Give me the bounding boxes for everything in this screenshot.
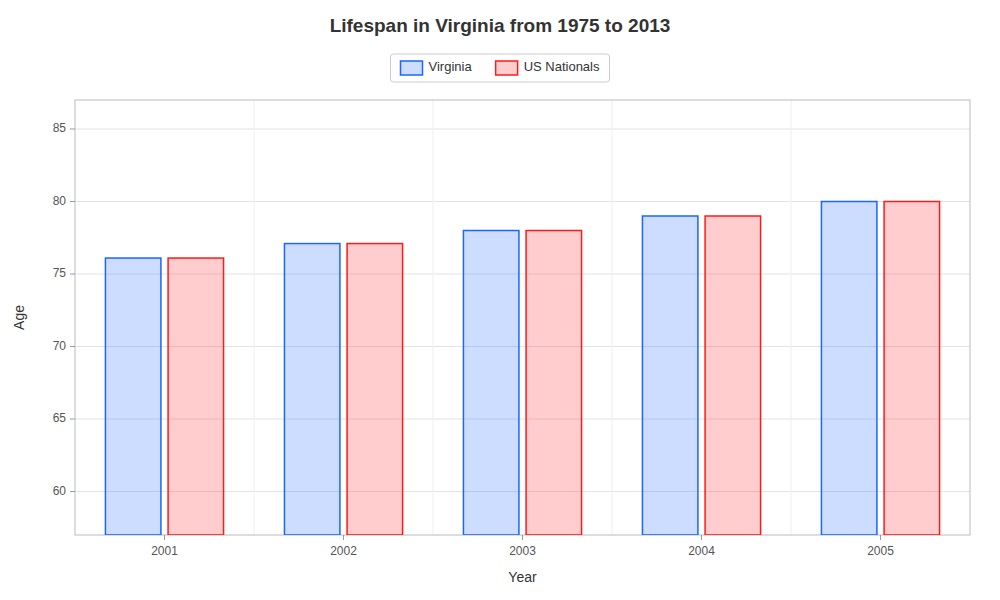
y-tick	[70, 201, 75, 202]
bar	[105, 258, 160, 535]
x-axis-label: Year	[508, 569, 537, 585]
legend: Virginia US Nationals	[391, 54, 610, 82]
group-divider	[791, 100, 792, 535]
chart-container: 60 65 70 75 80 85 2001 2002 2003 2004 2005 Lifespan…	[0, 0, 1000, 600]
y-tick-label: 85	[53, 121, 67, 135]
y-tick	[70, 346, 75, 347]
y-tick	[70, 274, 75, 275]
y-tick	[70, 129, 75, 130]
plot-frame	[75, 100, 970, 535]
legend-swatch	[496, 61, 518, 75]
group-divider	[433, 100, 434, 535]
y-tick-label: 70	[53, 339, 67, 353]
bar	[705, 216, 760, 535]
legend-box	[391, 54, 610, 82]
y-tick-label: 60	[53, 484, 67, 498]
title: Lifespan in Virginia from 1975 to 2013	[330, 15, 671, 36]
y-axis-label: Age	[11, 305, 27, 330]
bar	[526, 231, 581, 536]
x-tick-label: 2002	[330, 544, 357, 558]
bar	[463, 231, 518, 536]
y-tick	[70, 491, 75, 492]
y-tick-label: 65	[53, 411, 67, 425]
y-tick	[70, 419, 75, 420]
y-tick-label: 75	[53, 266, 67, 280]
bar	[347, 244, 402, 535]
x-axis: 2001 2002 2003 2004 2005	[151, 535, 894, 558]
y-axis: 60 65 70 75 80 85	[53, 121, 75, 498]
bars	[105, 202, 939, 536]
x-tick	[701, 535, 702, 540]
x-tick-label: 2001	[151, 544, 178, 558]
group-divider	[612, 100, 613, 535]
y-tick-label: 80	[53, 194, 67, 208]
x-tick-label: 2005	[867, 544, 894, 558]
bar	[642, 216, 697, 535]
x-tick	[880, 535, 881, 540]
x-tick	[522, 535, 523, 540]
x-tick	[164, 535, 165, 540]
grid	[75, 100, 970, 535]
legend-item: US Nationals	[496, 59, 600, 75]
chart: 60 65 70 75 80 85 2001 2002 2003 2004 2005 Lifespan…	[0, 0, 1000, 600]
legend-label: US Nationals	[524, 59, 600, 74]
x-tick-label: 2004	[688, 544, 715, 558]
legend-swatch	[401, 61, 423, 75]
group-divider	[254, 100, 255, 535]
bar	[168, 258, 223, 535]
bar	[884, 202, 939, 536]
bar	[284, 244, 339, 535]
bar	[821, 202, 876, 536]
legend-item: Virginia	[401, 59, 473, 75]
x-tick-label: 2003	[509, 544, 536, 558]
grid-line	[75, 129, 970, 130]
series	[168, 202, 939, 536]
x-tick	[343, 535, 344, 540]
legend-label: Virginia	[429, 59, 473, 74]
series	[105, 202, 876, 536]
